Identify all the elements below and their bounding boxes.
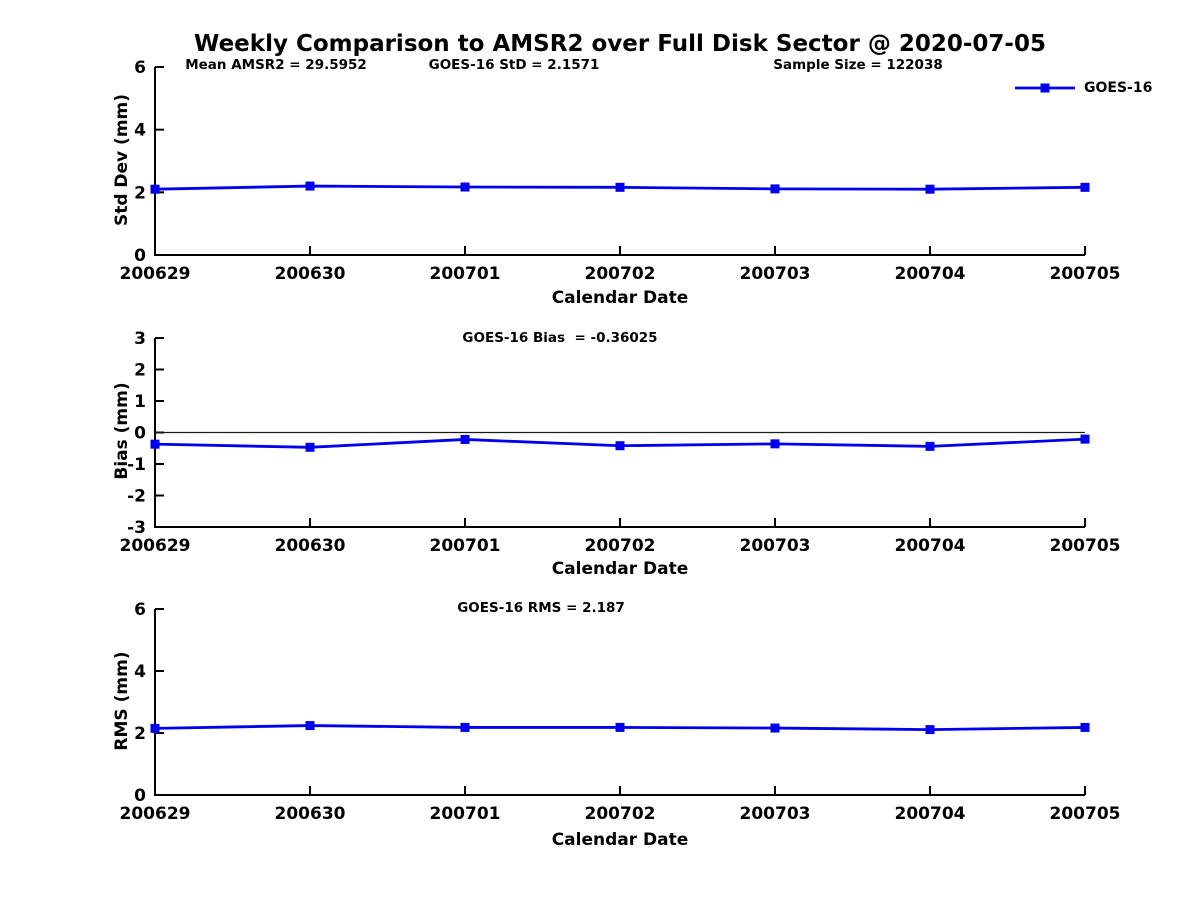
annotation-goes16-std: GOES-16 StD = 2.1571: [428, 57, 600, 73]
x-tick-label: 200630: [275, 804, 346, 824]
x-axis-label-bias: Calendar Date: [551, 559, 689, 579]
figure-title: Weekly Comparison to AMSR2 over Full Dis…: [194, 31, 1046, 57]
x-tick-label: 200701: [430, 536, 501, 556]
x-tick-label: 200701: [430, 264, 501, 284]
y-tick-label: 0: [134, 786, 146, 806]
data-point-marker: [1080, 722, 1090, 732]
data-point-marker: [615, 441, 625, 451]
x-tick-label: 200702: [585, 804, 656, 824]
x-tick-label: 200704: [895, 804, 966, 824]
data-point-marker: [460, 722, 470, 732]
x-tick-label: 200701: [430, 804, 501, 824]
data-point-marker: [460, 182, 470, 192]
y-tick-label: 6: [134, 600, 146, 620]
y-tick-label: 4: [134, 121, 146, 141]
y-tick-label: 2: [134, 183, 146, 203]
x-tick-label: 200705: [1050, 264, 1121, 284]
data-point-marker: [770, 439, 780, 449]
stddev-axes: [154, 67, 1085, 256]
x-tick-label: 200629: [120, 264, 191, 284]
x-tick-label: 200702: [585, 536, 656, 556]
x-tick-label: 200705: [1050, 804, 1121, 824]
x-tick-label: 200705: [1050, 536, 1121, 556]
annotation-sample-size: Sample Size = 122038: [773, 57, 943, 73]
x-tick-label: 200702: [585, 264, 656, 284]
y-tick-label: 3: [134, 329, 146, 349]
data-point-marker: [615, 722, 625, 732]
data-point-marker: [305, 181, 315, 191]
legend-line-icon: [1015, 83, 1075, 93]
y-tick-label: 1: [134, 392, 146, 412]
data-point-marker: [925, 441, 935, 451]
y-tick-label: 0: [134, 424, 146, 444]
data-point-marker: [150, 184, 160, 194]
legend: GOES-16: [1013, 80, 1152, 96]
legend-label: GOES-16: [1084, 80, 1153, 96]
data-point-marker: [770, 723, 780, 733]
stddev-plot: 0 2 4 6 200629 200630 200701 200702 200703 200704…: [120, 58, 1121, 284]
annotation-mean-amsr2: Mean AMSR2 = 29.5952: [185, 57, 367, 73]
x-tick-label: 200630: [275, 264, 346, 284]
data-point-marker: [925, 725, 935, 735]
data-point-marker: [1080, 182, 1090, 192]
data-point-marker: [150, 439, 160, 449]
y-tick-label: -3: [127, 518, 146, 538]
x-tick-label: 200703: [740, 804, 811, 824]
rms-plot: 0 2 4 6 200629 200630 200701 200702 200703 200704…: [120, 600, 1121, 824]
data-point-marker: [770, 184, 780, 194]
y-tick-label: -2: [127, 487, 146, 507]
rms-axes: [154, 609, 1085, 796]
data-point-marker: [460, 434, 470, 444]
x-tick-label: 200704: [895, 536, 966, 556]
data-point-marker: [1080, 434, 1090, 444]
data-point-marker: [615, 182, 625, 192]
data-point-marker: [305, 721, 315, 731]
y-tick-label: 6: [134, 58, 146, 78]
annotation-goes16-bias: GOES-16 Bias = -0.36025: [462, 330, 658, 346]
x-tick-label: 200703: [740, 264, 811, 284]
data-point-marker: [150, 723, 160, 733]
annotation-goes16-rms: GOES-16 RMS = 2.187: [457, 600, 625, 616]
x-tick-label: 200703: [740, 536, 811, 556]
x-axis-label-rms: Calendar Date: [551, 830, 689, 850]
x-axis-label-stddev: Calendar Date: [551, 288, 689, 308]
y-tick-label: 0: [134, 246, 146, 266]
y-tick-label: 2: [134, 361, 146, 381]
x-tick-label: 200629: [120, 536, 191, 556]
data-point-marker: [925, 184, 935, 194]
x-tick-label: 200704: [895, 264, 966, 284]
y-tick-label: -1: [127, 455, 146, 475]
y-tick-label: 2: [134, 724, 146, 744]
y-tick-label: 4: [134, 662, 146, 682]
x-tick-label: 200630: [275, 536, 346, 556]
x-tick-label: 200629: [120, 804, 191, 824]
data-point-marker: [305, 442, 315, 452]
